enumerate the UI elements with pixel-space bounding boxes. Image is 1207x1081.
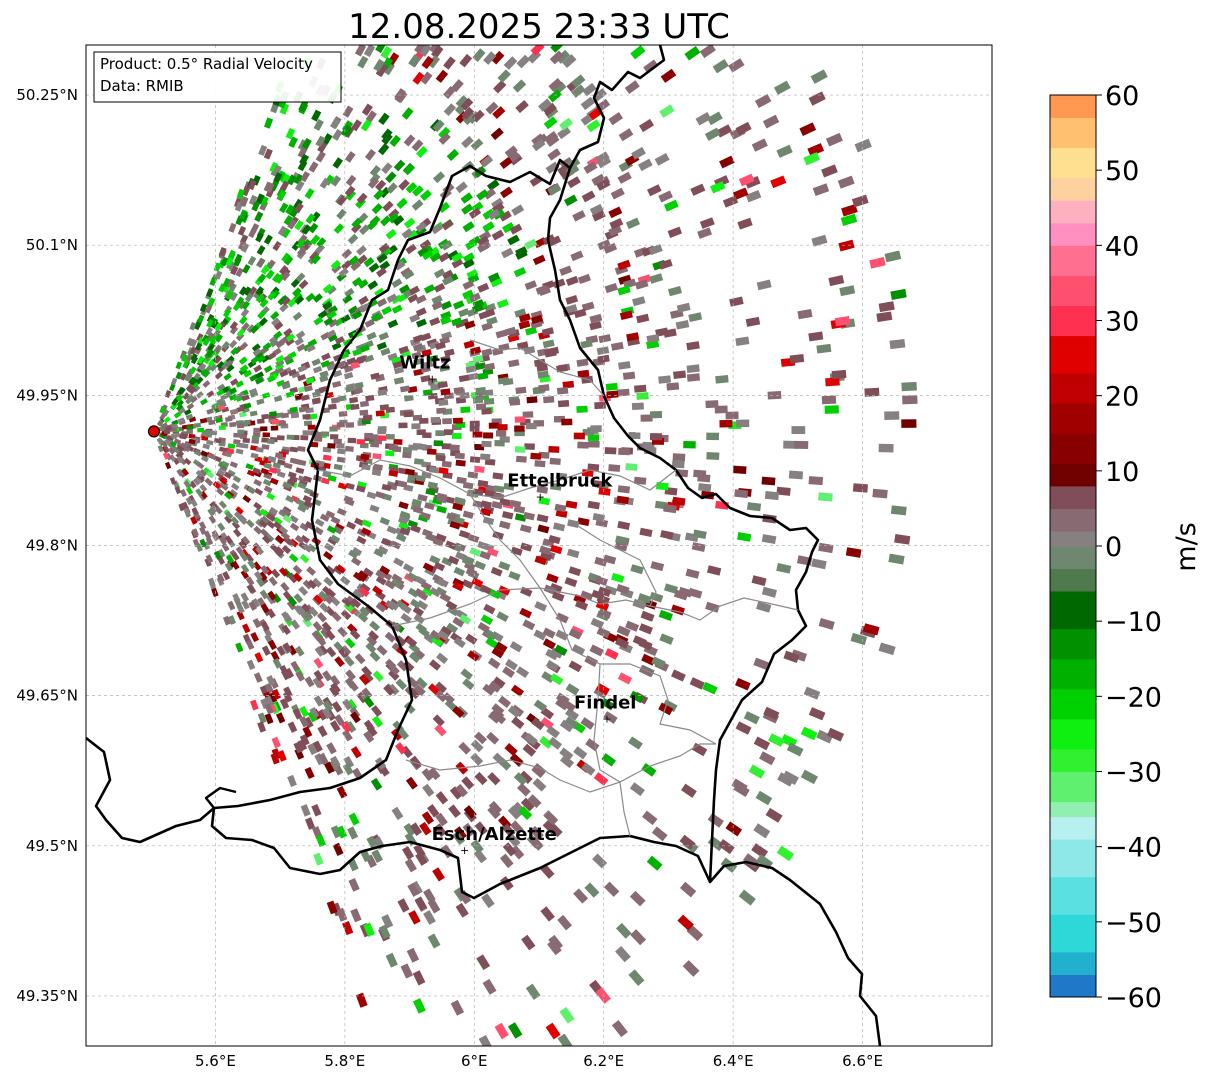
colorbar-ticks: 60 50 40 30 20 10 0 −10 −20 −30 −40 −50 −60 bbox=[1096, 81, 1162, 1014]
x-tick-label: 6°E bbox=[461, 1052, 488, 1070]
radar-site-marker bbox=[147, 425, 161, 438]
y-tick-label: 49.65°N bbox=[16, 687, 78, 705]
y-tick-label: 50.25°N bbox=[16, 86, 78, 104]
colorbar-swatch bbox=[1050, 546, 1096, 569]
colorbar-swatch bbox=[1050, 147, 1096, 179]
info-product: Product: 0.5° Radial Velocity bbox=[100, 55, 313, 73]
map-markers: +Wiltz+Ettelbruck+Findel+Esch/Alzette bbox=[147, 352, 637, 857]
city-marker: + bbox=[536, 490, 545, 503]
colorbar-tick-label: −60 bbox=[1105, 983, 1162, 1014]
city-label: Wiltz bbox=[399, 352, 450, 373]
x-tick-label: 5.6°E bbox=[195, 1052, 236, 1070]
y-axis-ticks: 50.25°N 50.1°N 49.95°N 49.8°N 49.65°N 49.5°N 4… bbox=[16, 86, 78, 1005]
y-tick-label: 49.8°N bbox=[26, 537, 78, 555]
colorbar-swatch bbox=[1050, 951, 1096, 975]
canton-boundary bbox=[469, 339, 605, 397]
city-marker: + bbox=[460, 844, 469, 857]
colorbar-swatch bbox=[1050, 463, 1096, 487]
colorbar-swatch bbox=[1050, 974, 1096, 998]
colorbar-label: m/s bbox=[1171, 522, 1202, 571]
colorbar-swatch bbox=[1050, 688, 1096, 720]
y-tick-label: 50.1°N bbox=[26, 236, 78, 254]
x-tick-label: 5.8°E bbox=[324, 1052, 365, 1070]
colorbar-swatch bbox=[1050, 591, 1096, 630]
info-box: Product: 0.5° Radial Velocity Data: RMIB bbox=[93, 51, 342, 103]
canton-boundary bbox=[539, 587, 717, 745]
colorbar-swatch bbox=[1050, 839, 1096, 878]
colorbar-swatch bbox=[1050, 531, 1096, 547]
canton-boundary bbox=[469, 493, 541, 589]
colorbar-swatch bbox=[1050, 771, 1096, 803]
y-tick-label: 49.5°N bbox=[26, 837, 78, 855]
canton-boundary bbox=[317, 459, 677, 499]
canton-boundary bbox=[593, 663, 716, 783]
colorbar-swatch bbox=[1050, 200, 1096, 224]
map-frame bbox=[85, 44, 993, 1047]
colorbar-swatch bbox=[1050, 508, 1096, 532]
colorbar: 60 50 40 30 20 10 0 −10 −20 −30 −40 −50 −60 m/s bbox=[1049, 81, 1202, 1014]
colorbar-swatch bbox=[1050, 245, 1096, 276]
y-tick-label: 49.35°N bbox=[16, 987, 78, 1005]
colorbar-swatch bbox=[1050, 305, 1096, 337]
colorbar-swatch bbox=[1050, 816, 1096, 840]
colorbar-swatch bbox=[1050, 568, 1096, 592]
city-label: Findel bbox=[574, 693, 637, 714]
figure-title: 12.08.2025 23:33 UTC bbox=[348, 7, 730, 47]
colorbar-swatch bbox=[1050, 485, 1096, 509]
colorbar-tick-label: −20 bbox=[1105, 682, 1162, 713]
map-gridlines bbox=[86, 45, 992, 1046]
canton-boundary bbox=[391, 587, 799, 627]
canton-boundary bbox=[405, 759, 631, 837]
colorbar-swatch bbox=[1050, 658, 1096, 690]
info-source: Data: RMIB bbox=[100, 77, 184, 95]
colorbar-swatch bbox=[1050, 801, 1096, 818]
colorbar-swatches bbox=[1050, 95, 1096, 998]
country-borders bbox=[86, 45, 882, 1046]
colorbar-swatch bbox=[1050, 95, 1096, 119]
city-marker: + bbox=[602, 713, 611, 726]
colorbar-tick-label: −50 bbox=[1105, 908, 1162, 939]
luxembourg-border bbox=[210, 45, 882, 1046]
colorbar-swatch bbox=[1050, 117, 1096, 149]
colorbar-swatch bbox=[1050, 275, 1096, 306]
colorbar-swatch bbox=[1050, 177, 1096, 201]
y-tick-label: 49.95°N bbox=[16, 386, 78, 404]
x-tick-label: 6.2°E bbox=[583, 1052, 624, 1070]
colorbar-tick-label: 40 bbox=[1105, 231, 1139, 262]
info-box-frame bbox=[93, 51, 342, 103]
colorbar-tick-label: −30 bbox=[1105, 758, 1162, 789]
x-axis-ticks: 5.6°E 5.8°E 6°E 6.2°E 6.4°E 6.6°E bbox=[195, 1052, 883, 1070]
colorbar-swatch bbox=[1050, 403, 1096, 434]
map-panel: +Wiltz+Ettelbruck+Findel+Esch/Alzette Pr… bbox=[85, 44, 993, 1047]
colorbar-tick-label: −40 bbox=[1105, 833, 1162, 864]
city-marker: + bbox=[428, 372, 437, 385]
france-border-south bbox=[204, 786, 237, 809]
city-label: Esch/Alzette bbox=[432, 824, 557, 845]
belgium-france-border bbox=[86, 736, 215, 844]
luxembourg-border-east bbox=[546, 167, 820, 883]
colorbar-tick-label: 60 bbox=[1105, 81, 1139, 112]
colorbar-tick-label: −10 bbox=[1105, 607, 1162, 638]
colorbar-swatch bbox=[1050, 433, 1096, 464]
city-label: Ettelbruck bbox=[507, 470, 613, 491]
colorbar-swatch bbox=[1050, 876, 1096, 915]
colorbar-tick-label: 20 bbox=[1105, 382, 1139, 413]
x-tick-label: 6.6°E bbox=[842, 1052, 883, 1070]
canton-boundary bbox=[577, 525, 657, 607]
x-tick-label: 6.4°E bbox=[713, 1052, 754, 1070]
colorbar-swatch bbox=[1050, 914, 1096, 953]
colorbar-swatch bbox=[1050, 628, 1096, 660]
colorbar-swatch bbox=[1050, 718, 1096, 750]
colorbar-tick-label: 0 bbox=[1105, 532, 1122, 563]
colorbar-tick-label: 30 bbox=[1105, 307, 1139, 338]
colorbar-swatch bbox=[1050, 222, 1096, 246]
colorbar-tick-label: 10 bbox=[1105, 457, 1139, 488]
colorbar-swatch bbox=[1050, 335, 1096, 374]
canton-boundaries bbox=[317, 339, 799, 837]
colorbar-swatch bbox=[1050, 749, 1096, 772]
colorbar-swatch bbox=[1050, 373, 1096, 404]
colorbar-tick-label: 50 bbox=[1105, 156, 1139, 187]
